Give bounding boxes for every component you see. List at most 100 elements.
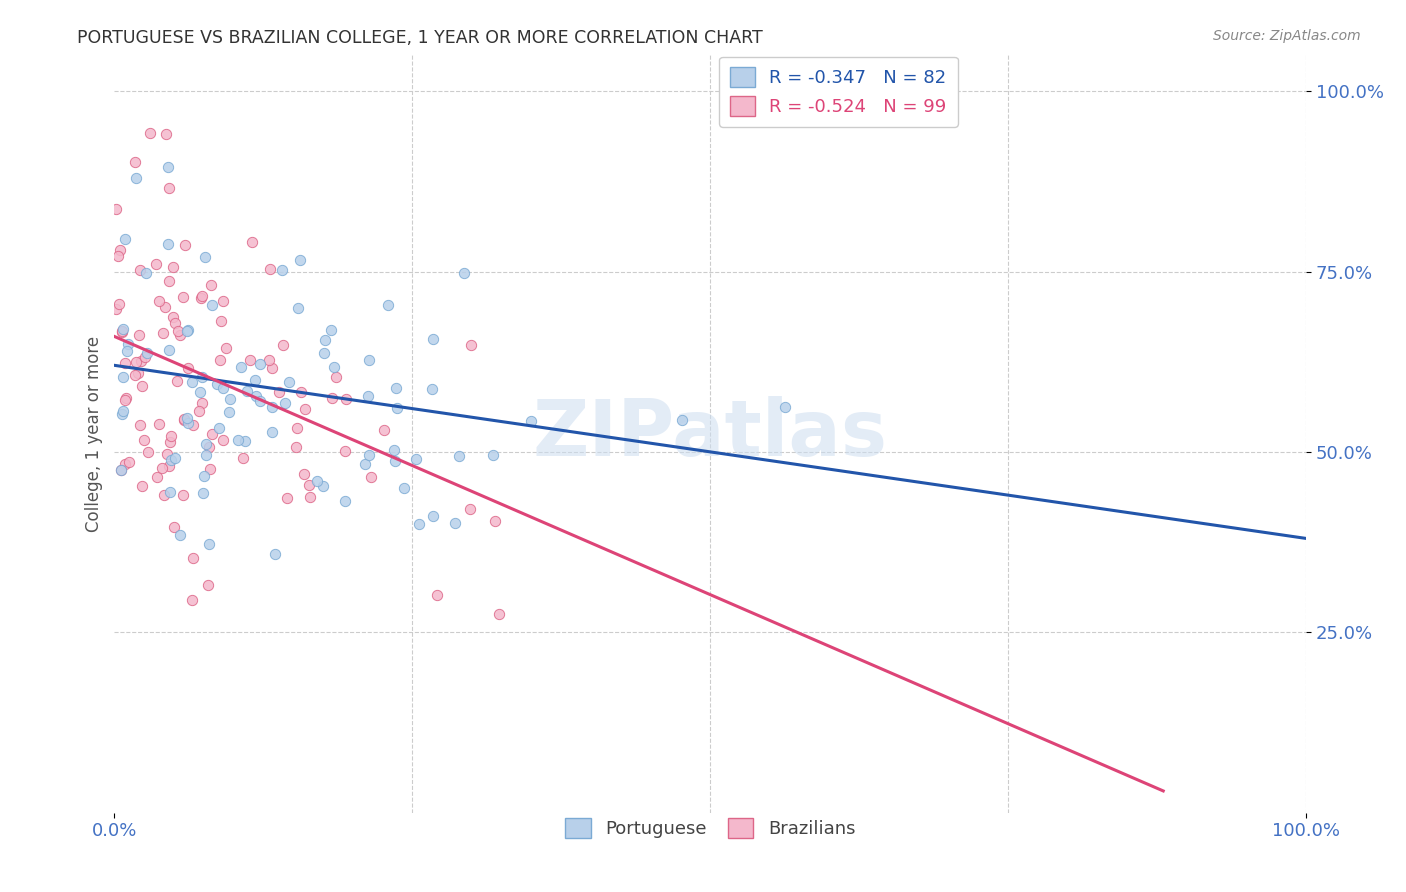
- Point: [215, 342, 238, 356]
- Point: [181, 593, 204, 607]
- Point: [278, 375, 301, 389]
- Point: [181, 417, 204, 432]
- Point: [460, 338, 482, 352]
- Point: [148, 294, 170, 309]
- Point: [127, 367, 149, 381]
- Point: [269, 385, 291, 400]
- Point: [108, 243, 131, 257]
- Point: [194, 250, 217, 264]
- Point: [233, 434, 256, 448]
- Point: [392, 482, 415, 496]
- Point: [157, 274, 180, 288]
- Point: [165, 317, 187, 331]
- Point: [307, 474, 329, 488]
- Point: [384, 454, 406, 468]
- Point: [105, 202, 128, 217]
- Point: [259, 261, 281, 276]
- Point: [671, 412, 693, 426]
- Point: [169, 527, 191, 541]
- Point: [160, 428, 183, 442]
- Point: [162, 260, 184, 274]
- Point: [110, 324, 132, 338]
- Point: [197, 578, 219, 592]
- Point: [385, 381, 408, 395]
- Point: [176, 324, 198, 338]
- Point: [136, 445, 159, 459]
- Point: [153, 300, 176, 314]
- Point: [426, 588, 449, 602]
- Point: [111, 404, 134, 418]
- Point: [117, 336, 139, 351]
- Y-axis label: College, 1 year or more: College, 1 year or more: [86, 335, 103, 532]
- Point: [408, 517, 430, 532]
- Point: [157, 181, 180, 195]
- Point: [139, 126, 162, 140]
- Point: [107, 249, 129, 263]
- Point: [110, 463, 132, 477]
- Point: [115, 344, 138, 359]
- Point: [111, 325, 134, 339]
- Point: [260, 400, 283, 414]
- Point: [285, 420, 308, 434]
- Point: [181, 551, 204, 566]
- Point: [357, 353, 380, 368]
- Point: [405, 451, 427, 466]
- Point: [190, 292, 212, 306]
- Point: [156, 237, 179, 252]
- Point: [145, 257, 167, 271]
- Point: [285, 440, 308, 454]
- Point: [197, 537, 219, 551]
- Point: [273, 395, 295, 409]
- Point: [176, 411, 198, 425]
- Point: [146, 470, 169, 484]
- Point: [194, 437, 217, 451]
- Point: [157, 160, 180, 174]
- Point: [447, 449, 470, 463]
- Point: [420, 382, 443, 396]
- Point: [124, 368, 146, 382]
- Point: [194, 449, 217, 463]
- Point: [129, 262, 152, 277]
- Point: [229, 360, 252, 375]
- Point: [298, 490, 321, 504]
- Legend: Portuguese, Brazilians: Portuguese, Brazilians: [558, 811, 863, 846]
- Point: [333, 494, 356, 508]
- Point: [335, 392, 357, 406]
- Point: [298, 477, 321, 491]
- Point: [444, 516, 467, 530]
- Text: ZIPatlas: ZIPatlas: [533, 396, 887, 472]
- Point: [193, 468, 215, 483]
- Point: [131, 479, 153, 493]
- Point: [312, 479, 335, 493]
- Point: [172, 488, 194, 502]
- Point: [110, 463, 132, 477]
- Point: [257, 353, 280, 368]
- Point: [111, 370, 134, 384]
- Point: [260, 425, 283, 439]
- Point: [314, 333, 336, 347]
- Point: [201, 426, 224, 441]
- Point: [240, 235, 263, 249]
- Point: [153, 488, 176, 502]
- Point: [198, 461, 221, 475]
- Point: [115, 391, 138, 405]
- Point: [773, 400, 796, 414]
- Point: [249, 358, 271, 372]
- Point: [108, 296, 131, 310]
- Point: [218, 405, 240, 419]
- Point: [208, 353, 231, 368]
- Point: [287, 301, 309, 315]
- Text: PORTUGUESE VS BRAZILIAN COLLEGE, 1 YEAR OR MORE CORRELATION CHART: PORTUGUESE VS BRAZILIAN COLLEGE, 1 YEAR …: [77, 29, 763, 47]
- Point: [321, 322, 343, 336]
- Point: [152, 326, 174, 340]
- Point: [288, 252, 311, 267]
- Point: [177, 323, 200, 337]
- Point: [134, 350, 156, 364]
- Point: [422, 332, 444, 346]
- Text: Source: ZipAtlas.com: Source: ZipAtlas.com: [1213, 29, 1361, 44]
- Point: [167, 324, 190, 338]
- Point: [245, 389, 267, 403]
- Point: [377, 298, 399, 312]
- Point: [163, 519, 186, 533]
- Point: [163, 450, 186, 465]
